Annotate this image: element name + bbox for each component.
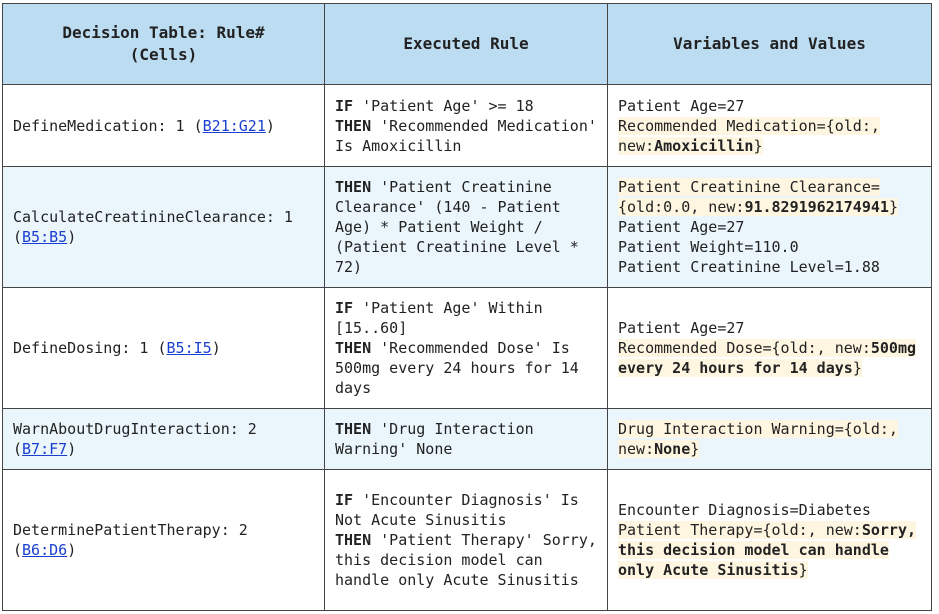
rule-keyword: IF — [335, 299, 354, 317]
rule-keyword: IF — [335, 491, 354, 509]
decision-table: Decision Table: Rule# (Cells) Executed R… — [2, 3, 932, 611]
variable-value: Encounter Diagnosis=Diabetes — [618, 501, 871, 519]
change-text: } — [753, 136, 763, 155]
cell-range-link[interactable]: B21:G21 — [202, 116, 266, 135]
table-name: DefineDosing: 1 ( — [13, 339, 167, 357]
paren: ) — [265, 116, 275, 135]
rule-text: 'Patient Creatinine Clearance' (140 - Pa… — [335, 178, 579, 276]
table-row: WarnAboutDrugInteraction: 2 (B7:F7) THEN… — [2, 408, 932, 470]
variable-value: Patient Creatinine Level=1.88 — [618, 258, 880, 276]
rule-keyword: THEN — [335, 116, 372, 135]
variable-change: Patient Therapy={old:, new:Sorry, this d… — [618, 521, 917, 579]
table-row: DefineDosing: 1 (B5:I5) IF 'Patient Age'… — [2, 287, 932, 409]
cell-range-link[interactable]: B5:B5 — [22, 228, 68, 246]
variable-value: Patient Age=27 — [618, 218, 745, 236]
executed-rule-cell: IF 'Patient Age' Within [15..60] THEN 'R… — [324, 287, 608, 409]
change-text: } — [852, 359, 862, 377]
variables-cell: Patient Age=27 Recommended Dose={old:, n… — [607, 287, 932, 409]
change-text: } — [690, 440, 700, 458]
table-name: CalculateCreatinineClearance: 1 ( — [13, 208, 293, 246]
change-text: Patient Creatinine Clearance= {old:0.0, … — [618, 178, 880, 216]
change-text: Recommended Dose={old:, new: — [618, 339, 871, 357]
variable-change: Patient Creatinine Clearance= {old:0.0, … — [618, 178, 898, 216]
cell-range-link[interactable]: B5:I5 — [166, 339, 212, 357]
rule-text: 'Recommended Dose' Is 500mg every 24 hou… — [335, 339, 579, 397]
new-value: 91.8291962174941 — [744, 198, 889, 216]
rule-table-cell: WarnAboutDrugInteraction: 2 (B7:F7) — [2, 408, 325, 470]
table-header-row: Decision Table: Rule# (Cells) Executed R… — [2, 3, 932, 85]
variables-cell: Drug Interaction Warning={old:, new:None… — [607, 408, 932, 470]
rule-keyword: THEN — [335, 531, 372, 549]
variable-value: Patient Age=27 — [618, 96, 745, 115]
variable-change: Drug Interaction Warning={old:, new:None… — [618, 420, 898, 458]
change-text: } — [798, 561, 808, 579]
header-variables-values: Variables and Values — [607, 3, 932, 85]
header-decision-table: Decision Table: Rule# (Cells) — [2, 3, 325, 85]
table-row: DeterminePatientTherapy: 2 (B6:D6) IF 'E… — [2, 469, 932, 611]
new-value: Amoxicillin — [654, 136, 754, 155]
header-executed-rule: Executed Rule — [324, 3, 608, 85]
rule-text: 'Patient Age' Within [15..60] — [335, 299, 543, 337]
rule-keyword: THEN — [335, 339, 372, 357]
table-name: WarnAboutDrugInteraction: 2 ( — [13, 420, 257, 458]
variable-change: Recommended Dose={old:, new:500mg every … — [618, 339, 917, 377]
executed-rule-cell: THEN 'Drug Interaction Warning' None — [324, 408, 608, 470]
new-value: None — [654, 440, 691, 458]
executed-rule-cell: THEN 'Patient Creatinine Clearance' (140… — [324, 166, 608, 288]
cell-range-link[interactable]: B7:F7 — [22, 440, 68, 458]
change-text: } — [888, 198, 898, 216]
variables-cell: Patient Age=27 Recommended Medication={o… — [607, 84, 932, 167]
paren: ) — [67, 228, 77, 246]
new-value: Sorry, this decision model can handle on… — [618, 521, 917, 579]
table-name: DefineMedication: 1 ( — [13, 116, 203, 135]
rule-text: 'Patient Therapy' Sorry, this decision m… — [335, 531, 597, 589]
paren: ) — [67, 440, 77, 458]
change-text: Patient Therapy={old:, new: — [618, 521, 862, 539]
table-row: DefineMedication: 1 (B21:G21) IF 'Patien… — [2, 84, 932, 167]
change-text: Drug Interaction Warning={old:, new: — [618, 420, 898, 458]
rule-text: 'Encounter Diagnosis' Is Not Acute Sinus… — [335, 491, 579, 529]
new-value: 500mg every 24 hours for 14 days — [618, 339, 917, 377]
rule-table-cell: DeterminePatientTherapy: 2 (B6:D6) — [2, 469, 325, 611]
table-row: CalculateCreatinineClearance: 1 (B5:B5) … — [2, 166, 932, 288]
variable-value: Patient Age=27 — [618, 319, 745, 337]
executed-rule-cell: IF 'Patient Age' >= 18 THEN 'Recommended… — [324, 84, 608, 167]
variable-change: Recommended Medication={old:, new:Amoxic… — [618, 116, 880, 155]
variables-cell: Encounter Diagnosis=Diabetes Patient The… — [607, 469, 932, 611]
rule-table-cell: DefineDosing: 1 (B5:I5) — [2, 287, 325, 409]
rule-keyword: THEN — [335, 420, 372, 438]
executed-rule-cell: IF 'Encounter Diagnosis' Is Not Acute Si… — [324, 469, 608, 611]
rule-text: 'Recommended Medication' Is Amoxicillin — [335, 116, 597, 155]
change-text: Recommended Medication={old:, new: — [618, 116, 880, 155]
variables-cell: Patient Creatinine Clearance= {old:0.0, … — [607, 166, 932, 288]
rule-text: 'Drug Interaction Warning' None — [335, 420, 534, 458]
rule-table-cell: DefineMedication: 1 (B21:G21) — [2, 84, 325, 167]
cell-range-link[interactable]: B6:D6 — [22, 541, 68, 559]
rule-keyword: THEN — [335, 178, 372, 196]
rule-table-cell: CalculateCreatinineClearance: 1 (B5:B5) — [2, 166, 325, 288]
rule-text: 'Patient Age' >= 18 — [353, 96, 534, 115]
rule-keyword: IF — [335, 96, 354, 115]
variable-value: Patient Weight=110.0 — [618, 238, 799, 256]
paren: ) — [67, 541, 77, 559]
paren: ) — [211, 339, 221, 357]
table-name: DeterminePatientTherapy: 2 ( — [13, 521, 248, 559]
